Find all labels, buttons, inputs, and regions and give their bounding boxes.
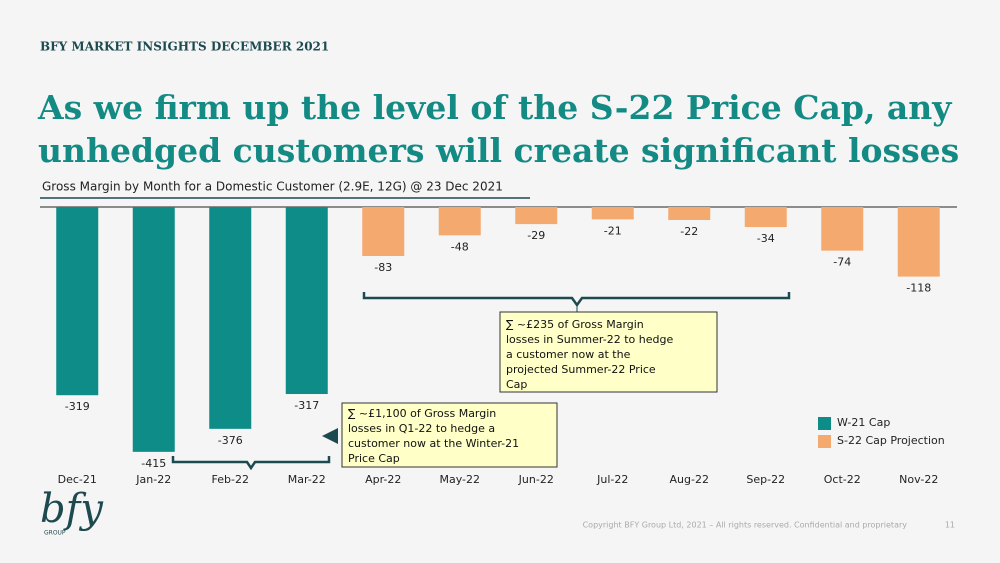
bar <box>285 207 328 395</box>
data-label: -118 <box>906 282 931 295</box>
logo: bfy <box>40 486 104 532</box>
x-tick-label: Jul-22 <box>596 473 628 486</box>
bar <box>515 207 558 225</box>
data-label: -22 <box>680 225 698 238</box>
title: unhedged customers will create significa… <box>38 131 959 170</box>
x-tick-label: May-22 <box>439 473 480 486</box>
x-tick-label: Apr-22 <box>365 473 401 486</box>
bar <box>209 207 252 429</box>
header: BFY MARKET INSIGHTS DECEMBER 2021 <box>40 40 329 54</box>
annotation-text: Cap <box>506 378 527 391</box>
page-number: 11 <box>945 521 955 530</box>
x-tick-label: Dec-21 <box>58 473 97 486</box>
data-label: -319 <box>65 400 90 413</box>
data-label: -21 <box>604 224 622 237</box>
bar <box>438 207 481 236</box>
x-tick-label: Aug-22 <box>670 473 709 486</box>
x-tick-label: Feb-22 <box>212 473 249 486</box>
x-tick-label: Jan-22 <box>135 473 171 486</box>
x-tick-label: Oct-22 <box>824 473 861 486</box>
annotation-box <box>341 402 558 468</box>
bar <box>668 207 711 220</box>
x-tick-label: Jun-22 <box>518 473 554 486</box>
data-label: -317 <box>294 399 319 412</box>
bar <box>362 207 405 256</box>
data-label: -74 <box>833 256 851 269</box>
data-label: -34 <box>757 232 775 245</box>
annotation-text: losses in Q1-22 to hedge a <box>348 422 495 435</box>
annotation-box <box>499 311 718 393</box>
x-tick-label: Mar-22 <box>288 473 326 486</box>
subtitle: Gross Margin by Month for a Domestic Cus… <box>42 180 503 194</box>
bar <box>591 207 634 220</box>
bar <box>821 207 864 251</box>
x-tick-label: Sep-22 <box>746 473 785 486</box>
annotation-text: projected Summer-22 Price <box>506 363 656 376</box>
annotation-text: a customer now at the <box>506 348 631 361</box>
x-tick-label: Nov-22 <box>899 473 938 486</box>
legend-swatch <box>818 435 831 448</box>
annotation-text: ∑ ~£235 of Gross Margin <box>506 318 644 331</box>
annotation-text: losses in Summer-22 to hedge <box>506 333 673 346</box>
legend-label: S-22 Cap Projection <box>837 434 945 447</box>
annotation-text: customer now at the Winter-21 <box>348 437 519 450</box>
data-label: -83 <box>374 261 392 274</box>
annotation-text: Price Cap <box>348 452 400 465</box>
bar <box>897 207 940 277</box>
logo-sub: GROUP <box>44 530 66 537</box>
pointer <box>322 428 338 444</box>
title: As we firm up the level of the S-22 Pric… <box>37 88 952 127</box>
bracket <box>171 456 331 471</box>
legend-label: W-21 Cap <box>837 416 890 429</box>
bar <box>56 207 99 396</box>
annotation-text: ∑ ~£1,100 of Gross Margin <box>348 407 496 420</box>
data-label: -376 <box>218 434 243 447</box>
data-label: -29 <box>527 229 545 242</box>
data-label: -48 <box>451 240 469 253</box>
copyright: Copyright BFY Group Ltd, 2021 – All righ… <box>583 521 908 530</box>
legend-swatch <box>818 417 831 430</box>
bar <box>744 207 787 228</box>
data-label: -415 <box>141 457 166 470</box>
bar <box>132 207 175 452</box>
